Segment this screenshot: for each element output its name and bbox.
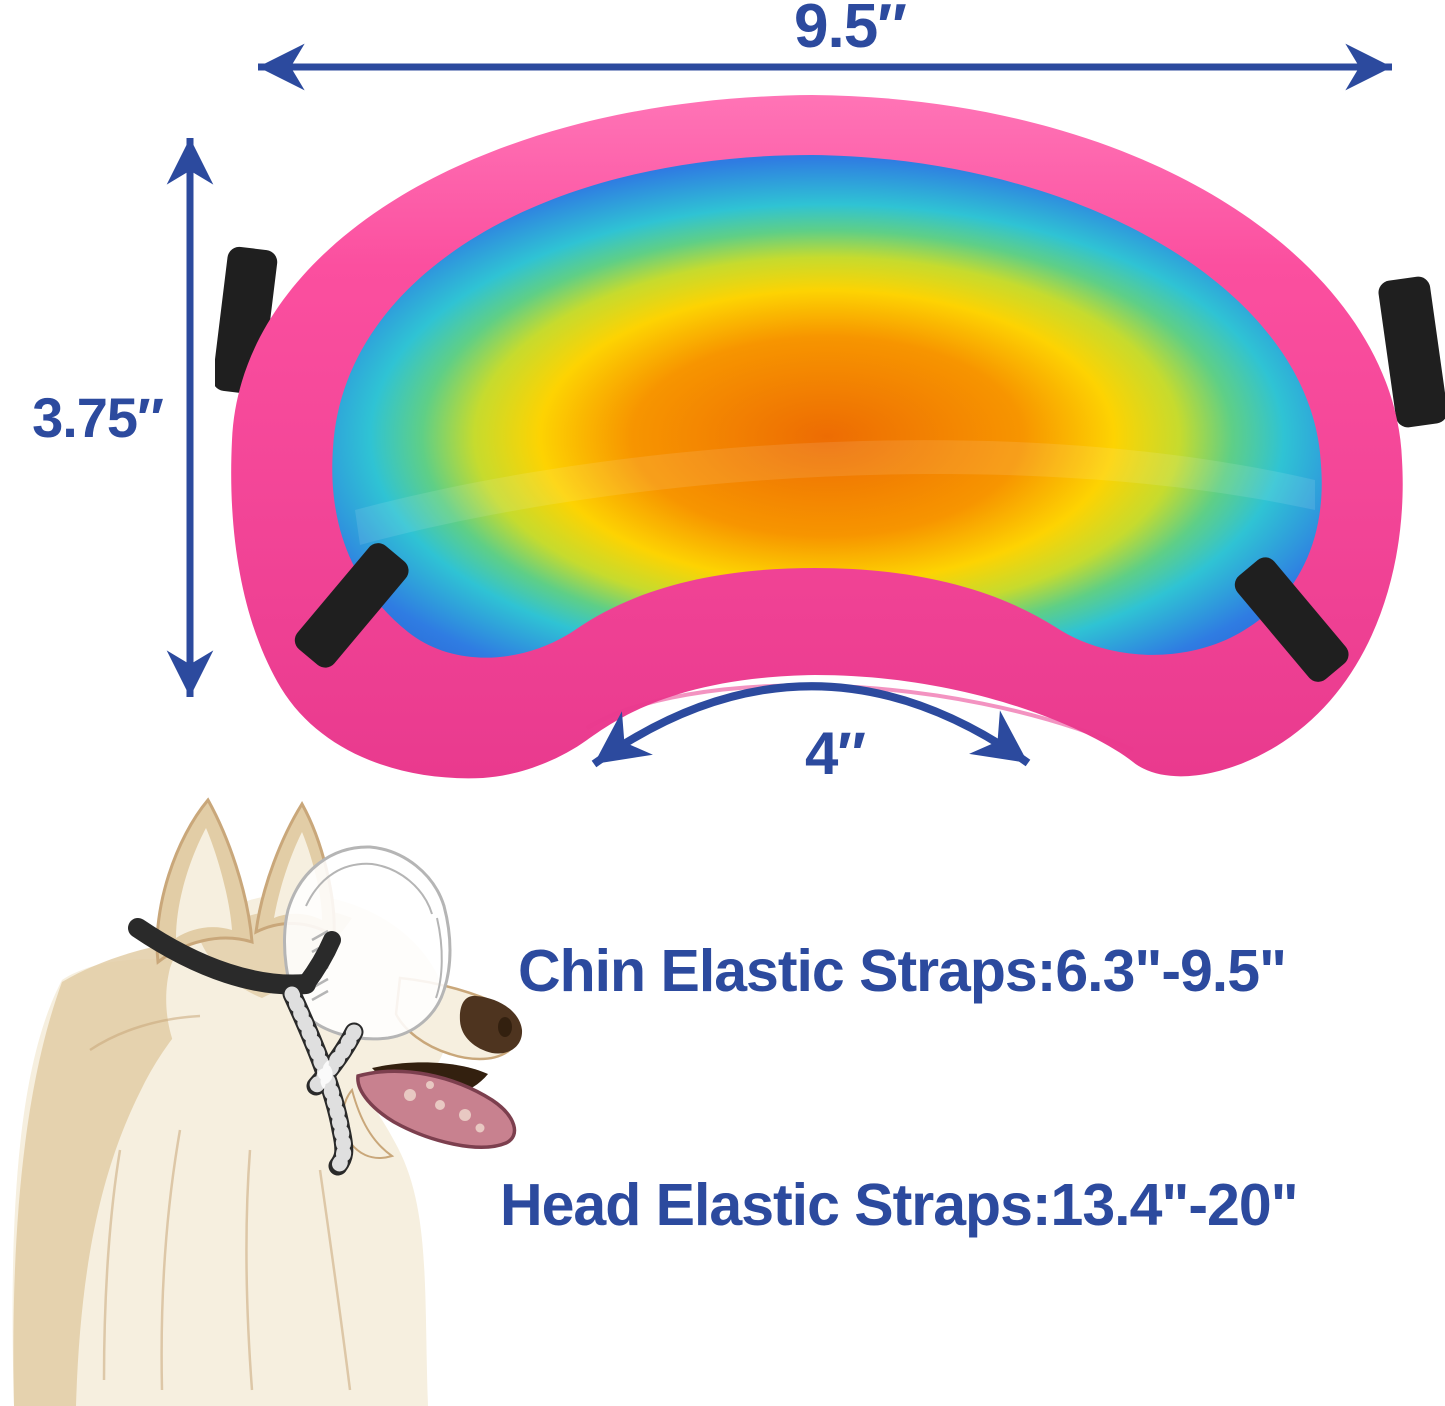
lens-height-label: 3.75″ xyxy=(32,386,164,449)
strap-clip-top-left xyxy=(215,246,278,395)
lens-highlight xyxy=(355,440,1315,545)
dog-back-shading xyxy=(13,938,263,1406)
dog-forehead-shading xyxy=(200,908,352,998)
goggle-vent-hatching xyxy=(311,929,329,1002)
dog-tongue xyxy=(356,1069,517,1149)
lens-width-label: 9.5″ xyxy=(794,0,907,61)
dog-head xyxy=(166,893,449,1114)
dog-chin-strap xyxy=(282,984,364,1176)
dog-illustration xyxy=(12,797,523,1406)
dog-nose xyxy=(459,995,523,1054)
dog-body xyxy=(12,959,428,1406)
bridge-width-label: 4″ xyxy=(804,720,866,787)
dog-ears xyxy=(155,797,336,965)
goggle-frame xyxy=(231,95,1403,779)
dog-lower-jaw xyxy=(341,1087,395,1159)
dog-tongue-spots xyxy=(404,1081,485,1133)
dog-goggle-sketch xyxy=(283,845,452,1041)
strap-clip-bottom-right xyxy=(1234,557,1349,682)
strap-clip-bottom-left xyxy=(294,543,409,668)
chin-strap-range-label: Chin Elastic Straps:6.3"-9.5" xyxy=(518,938,1287,1004)
strap-clip-top-right xyxy=(1378,276,1445,428)
dog-muzzle xyxy=(394,976,520,1061)
goggle-lens xyxy=(332,155,1322,658)
head-strap-range-label: Head Elastic Straps:13.4"-20" xyxy=(500,1172,1299,1238)
dog-fur-strokes xyxy=(89,1014,352,1391)
dog-nostril xyxy=(498,1017,512,1037)
dog-head-strap xyxy=(128,918,341,995)
goggles-illustration xyxy=(215,95,1445,779)
dog-mouth xyxy=(372,1062,488,1104)
